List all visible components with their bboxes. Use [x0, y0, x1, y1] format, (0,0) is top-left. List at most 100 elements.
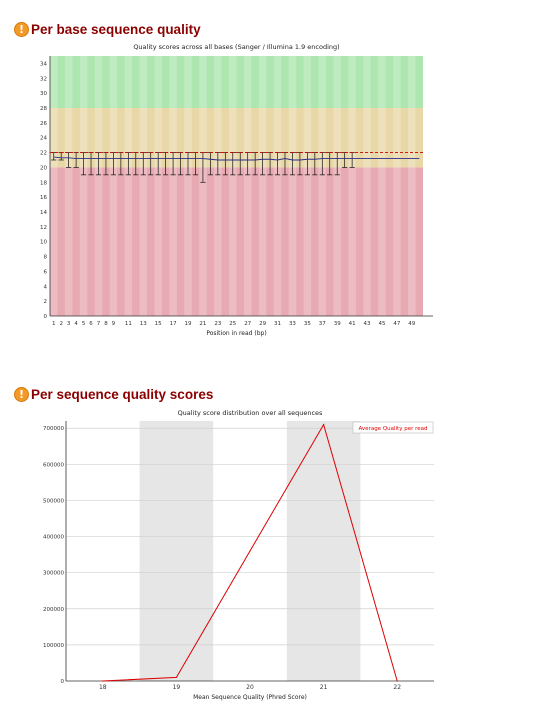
- x-tick-label: 33: [289, 321, 296, 327]
- x-tick-label: 17: [170, 321, 177, 327]
- x-tick-label: 43: [364, 321, 371, 327]
- column-stripe: [243, 56, 252, 316]
- data-point: [102, 680, 104, 682]
- x-tick-label: 49: [408, 321, 415, 327]
- data-point: [323, 424, 325, 426]
- column-stripe: [50, 56, 58, 316]
- legend-box: [352, 421, 434, 434]
- y-tick-label: 300000: [43, 571, 64, 577]
- y-tick-label: 6: [44, 269, 48, 275]
- section-title: Per base sequence quality: [31, 21, 201, 37]
- x-tick-label: 19: [173, 684, 181, 691]
- chart-title: Quality score distribution over all sequ…: [178, 409, 323, 417]
- column-stripe: [94, 56, 103, 316]
- band-good: [50, 56, 423, 108]
- warning-icon: !: [14, 386, 29, 402]
- per-sequence-quality-header: ! Per sequence quality scores: [14, 383, 213, 405]
- column-stripe: [378, 56, 386, 316]
- column-stripe: [258, 56, 267, 316]
- x-tick-label: 47: [393, 321, 400, 327]
- data-point: [175, 676, 177, 678]
- x-tick-label: 39: [334, 321, 341, 327]
- y-tick-label: 30: [40, 91, 47, 97]
- y-tick-label: 2: [44, 299, 48, 305]
- band-poor: [50, 167, 423, 316]
- mean-line: [53, 156, 420, 161]
- x-tick-label: 11: [125, 321, 132, 327]
- per-base-quality-chart: Quality scores across all bases (Sanger …: [40, 43, 433, 337]
- y-tick-label: 12: [40, 225, 47, 231]
- x-tick-label: 27: [244, 321, 251, 327]
- y-tick-label: 28: [40, 106, 47, 112]
- x-axis-label: Mean Sequence Quality (Phred Score): [193, 694, 307, 701]
- x-tick-label: 5: [82, 321, 86, 327]
- x-tick-label: 19: [185, 321, 192, 327]
- band-warning: [50, 108, 423, 168]
- x-tick-label: 35: [304, 321, 311, 327]
- y-tick-label: 8: [44, 255, 48, 261]
- y-tick-label: 18: [40, 180, 47, 186]
- y-tick-label: 22: [40, 151, 47, 157]
- column-stripe: [408, 56, 416, 316]
- x-tick-label: 7: [97, 321, 101, 327]
- column-stripe: [79, 56, 88, 316]
- column-stripe: [184, 56, 192, 316]
- shaded-column: [286, 421, 361, 681]
- y-tick-label: 600000: [43, 462, 64, 468]
- column-stripe: [303, 56, 312, 316]
- column-stripe: [333, 56, 341, 316]
- x-tick-label: 9: [112, 321, 116, 327]
- legend-label: Average Quality per read: [358, 426, 427, 432]
- column-stripe: [214, 56, 222, 316]
- x-tick-label: 13: [140, 321, 147, 327]
- x-tick-label: 8: [104, 321, 108, 327]
- x-tick-label: 23: [214, 321, 221, 327]
- y-tick-label: 700000: [43, 426, 64, 432]
- y-tick-label: 32: [40, 76, 47, 82]
- column-stripe: [348, 56, 356, 316]
- y-tick-label: 400000: [43, 535, 64, 541]
- y-tick-label: 24: [40, 136, 47, 142]
- column-stripe: [199, 56, 207, 316]
- x-axis-label: Position in read (bp): [206, 330, 266, 337]
- shaded-column: [139, 421, 214, 681]
- x-tick-label: 20: [246, 684, 254, 691]
- y-tick-label: 14: [40, 210, 47, 216]
- x-tick-label: 25: [229, 321, 236, 327]
- column-stripe: [363, 56, 371, 316]
- x-tick-label: 6: [89, 321, 93, 327]
- warning-icon: !: [14, 21, 29, 37]
- y-tick-label: 200000: [43, 607, 64, 613]
- column-stripe: [169, 56, 177, 316]
- x-tick-label: 37: [319, 321, 326, 327]
- y-tick-label: 26: [40, 121, 47, 127]
- x-tick-label: 2: [59, 321, 63, 327]
- column-stripe: [318, 56, 327, 316]
- x-tick-label: 21: [199, 321, 206, 327]
- x-tick-label: 22: [393, 684, 401, 691]
- x-tick-label: 45: [378, 321, 385, 327]
- column-stripe: [109, 56, 118, 316]
- per-base-quality-header: ! Per base sequence quality: [14, 18, 201, 40]
- x-tick-label: 21: [320, 684, 328, 691]
- x-tick-label: 4: [74, 321, 78, 327]
- column-stripe: [124, 56, 133, 316]
- column-stripe: [64, 56, 73, 316]
- y-tick-label: 4: [44, 284, 48, 290]
- column-stripe: [229, 56, 237, 316]
- data-point: [249, 550, 251, 552]
- x-tick-label: 3: [67, 321, 71, 327]
- y-tick-label: 500000: [43, 498, 64, 504]
- y-tick-label: 34: [40, 61, 47, 67]
- x-tick-label: 41: [349, 321, 356, 327]
- y-tick-label: 20: [40, 165, 47, 171]
- per-sequence-quality-chart: Quality score distribution over all sequ…: [43, 409, 434, 701]
- x-tick-label: 18: [99, 684, 107, 691]
- column-stripe: [393, 56, 401, 316]
- x-tick-label: 31: [274, 321, 281, 327]
- y-tick-label: 0: [44, 314, 48, 320]
- y-tick-label: 16: [40, 195, 47, 201]
- y-tick-label: 10: [40, 240, 47, 246]
- x-tick-label: 15: [155, 321, 162, 327]
- section-title: Per sequence quality scores: [31, 386, 214, 402]
